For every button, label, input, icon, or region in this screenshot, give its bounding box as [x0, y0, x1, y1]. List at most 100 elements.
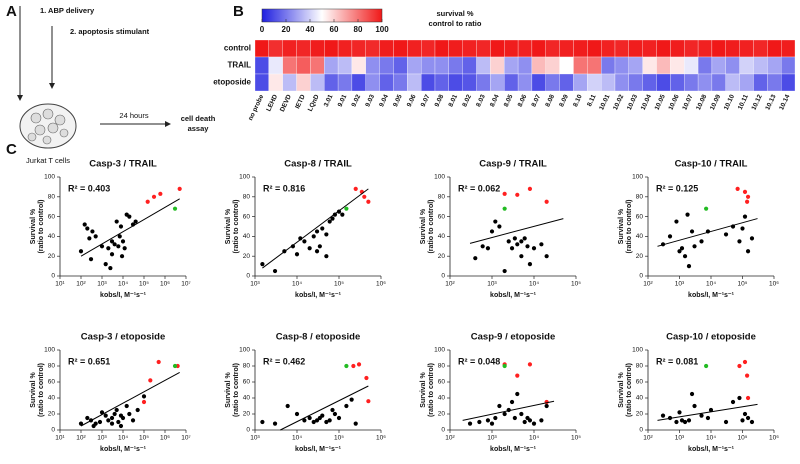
heat-cell — [268, 56, 283, 75]
annotation: R² = 0.048 — [458, 356, 500, 366]
point — [120, 415, 126, 421]
x-tick-label: 10⁴ — [292, 435, 302, 442]
chart-title: Casp-9 / etoposide — [471, 332, 555, 343]
heat-cell — [531, 56, 546, 75]
point — [324, 232, 329, 237]
y-tick-label: 0 — [246, 427, 250, 434]
chart-title: Casp-10 / TRAIL — [675, 159, 748, 170]
heat-cell — [421, 56, 436, 75]
point — [512, 415, 517, 421]
point — [506, 239, 511, 244]
point — [737, 239, 742, 244]
point — [112, 411, 117, 417]
heat-cell — [490, 56, 505, 75]
point — [285, 403, 290, 409]
point — [330, 407, 335, 413]
y-tick-label: 0 — [639, 427, 643, 434]
point — [699, 239, 704, 244]
cells — [27, 108, 69, 145]
step-label: 1. ABP delivery — [40, 6, 95, 15]
y-tick-label: 20 — [438, 411, 446, 418]
heat-cell — [545, 39, 560, 58]
point — [120, 239, 126, 244]
annotation: R² = 0.081 — [656, 356, 698, 366]
x-tick-label: 10⁵ — [738, 435, 748, 442]
heat-cell — [324, 39, 339, 58]
heat-cell — [587, 56, 602, 75]
y-tick-label: 100 — [44, 174, 55, 181]
y-axis-label: (ratio to control) — [428, 363, 435, 417]
panel-label: B — [233, 3, 244, 20]
point — [109, 415, 115, 421]
point — [330, 216, 335, 221]
x-tick-label: 10⁴ — [292, 281, 302, 288]
point — [539, 242, 544, 247]
heat-cell — [448, 73, 463, 92]
y-tick-label: 20 — [636, 411, 644, 418]
point — [122, 246, 127, 251]
heat-cell — [393, 73, 408, 92]
point — [489, 421, 495, 426]
heat-cell — [614, 56, 629, 75]
x-tick-label: 10⁵ — [334, 281, 344, 288]
point — [93, 234, 98, 239]
heat-cell — [753, 39, 768, 58]
y-tick-label: 40 — [636, 395, 644, 402]
point — [327, 219, 332, 224]
point — [344, 403, 349, 409]
point — [749, 419, 755, 425]
x-tick-label: 10³ — [487, 435, 497, 442]
point — [93, 421, 98, 426]
point — [745, 199, 750, 204]
heat-cell — [504, 39, 519, 58]
point — [320, 226, 325, 231]
column-label: 8.08 — [544, 93, 556, 108]
point — [177, 186, 182, 191]
y-tick-label: 80 — [636, 363, 644, 370]
panel-label: C — [6, 141, 17, 158]
x-tick-label: 10⁵ — [571, 281, 581, 288]
y-axis-label: Survival % — [618, 372, 625, 408]
column-label: 8.05 — [503, 93, 515, 108]
heat-cell — [434, 73, 449, 92]
y-tick-label: 60 — [243, 213, 251, 220]
point — [290, 244, 296, 249]
heat-cell — [337, 73, 353, 92]
x-tick-label: 10³ — [97, 435, 107, 442]
point — [502, 268, 507, 274]
point — [723, 232, 729, 237]
x-tick-label: 10¹ — [55, 281, 65, 288]
heat-cell — [559, 56, 574, 75]
point — [685, 212, 690, 217]
point — [742, 189, 748, 194]
x-axis-label: kobs/I, M⁻¹s⁻¹ — [688, 446, 735, 453]
point — [677, 410, 682, 415]
heat-cell — [725, 56, 740, 75]
heat-cell — [559, 39, 574, 58]
heat-cell — [628, 56, 643, 75]
heat-cell — [268, 73, 283, 92]
column-label: 9.06 — [406, 93, 418, 108]
column-label: 10.04 — [640, 93, 653, 111]
point — [737, 395, 742, 401]
point — [117, 234, 122, 239]
annotation: R² = 0.816 — [263, 183, 305, 193]
colorbar — [261, 8, 383, 23]
y-axis-label: (ratio to control) — [233, 199, 240, 253]
fit-line — [657, 218, 758, 247]
heat-cell — [739, 73, 754, 92]
heat-cell — [656, 73, 671, 92]
annotation: R² = 0.062 — [458, 183, 500, 193]
heat-cell — [462, 39, 477, 58]
y-tick-label: 100 — [44, 347, 55, 354]
heat-cell — [697, 39, 713, 58]
y-axis-label: (ratio to control) — [38, 199, 45, 253]
heat-cell — [517, 56, 533, 75]
y-tick-label: 40 — [48, 395, 56, 402]
y-tick-label: 60 — [48, 213, 56, 220]
x-tick-label: 10⁴ — [529, 435, 539, 442]
column-label: 8.11 — [586, 93, 598, 107]
point — [314, 249, 320, 254]
heat-cell — [254, 39, 269, 58]
heat-cell — [601, 73, 616, 92]
